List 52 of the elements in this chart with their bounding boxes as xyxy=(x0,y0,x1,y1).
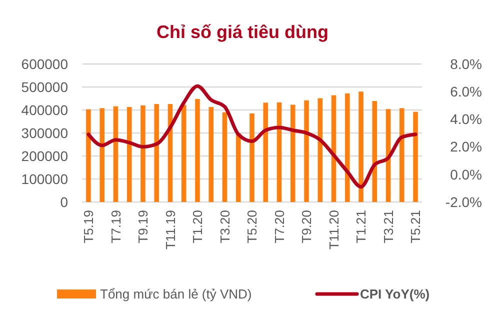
bar xyxy=(113,106,118,202)
y2-tick-label: -2.0% xyxy=(445,194,482,210)
bar xyxy=(195,98,200,202)
x-tick-label: T9.20 xyxy=(299,210,314,244)
x-tick-label: T5.20 xyxy=(244,210,260,244)
chart-title: Chỉ số giá tiêu dùng xyxy=(156,22,328,42)
bar xyxy=(181,104,186,202)
y2-tick-label: 4.0% xyxy=(450,111,482,128)
x-tick-label: T11.19 xyxy=(162,210,178,250)
x-tick-label: T3.21 xyxy=(380,210,396,244)
bar xyxy=(400,108,404,202)
y-tick-label: 200000 xyxy=(21,148,68,164)
bar xyxy=(358,92,364,202)
y-tick-label: 0 xyxy=(60,194,68,210)
y2-tick-label: 0.0% xyxy=(450,166,482,182)
x-tick-label: T5.19 xyxy=(81,210,96,244)
bar xyxy=(263,102,268,202)
y-tick-label: 500000 xyxy=(21,78,68,95)
y-tick-label: 100000 xyxy=(21,170,68,187)
x-tick-label: T1.21 xyxy=(354,210,369,244)
bar xyxy=(250,113,254,202)
bar xyxy=(276,102,282,202)
x-tick-label: T9.19 xyxy=(136,210,151,244)
x-tick-label: T3.20 xyxy=(217,210,232,244)
bar xyxy=(126,107,132,202)
bar xyxy=(140,105,146,202)
x-tick-label: T7.20 xyxy=(272,210,287,244)
x-tick-label: T7.19 xyxy=(108,210,124,244)
y2-tick-label: 8.0% xyxy=(450,56,482,72)
bar xyxy=(290,104,296,202)
x-tick-label: T11.20 xyxy=(326,210,342,250)
line-series xyxy=(86,84,418,189)
bar xyxy=(222,112,228,202)
bar xyxy=(236,133,241,202)
bar xyxy=(345,93,350,202)
bar xyxy=(304,100,309,202)
bar xyxy=(86,109,91,202)
bar xyxy=(372,101,378,202)
bar xyxy=(154,104,159,202)
bar xyxy=(318,98,323,202)
y2-tick-label: 2.0% xyxy=(450,138,482,155)
legend-label: CPI YoY(%) xyxy=(360,286,430,302)
y-tick-label: 600000 xyxy=(21,56,68,72)
y-tick-label: 400000 xyxy=(21,102,68,118)
y2-tick-label: 6.0% xyxy=(450,84,482,100)
legend-label: Tổng mức bán lẻ (tỷ VND) xyxy=(100,286,252,302)
bar xyxy=(413,112,418,202)
y-tick-label: 300000 xyxy=(21,124,68,141)
bar xyxy=(100,108,104,202)
x-tick-label: T5.21 xyxy=(408,210,424,244)
bar xyxy=(208,107,214,202)
x-tick-label: T1.20 xyxy=(190,210,206,244)
